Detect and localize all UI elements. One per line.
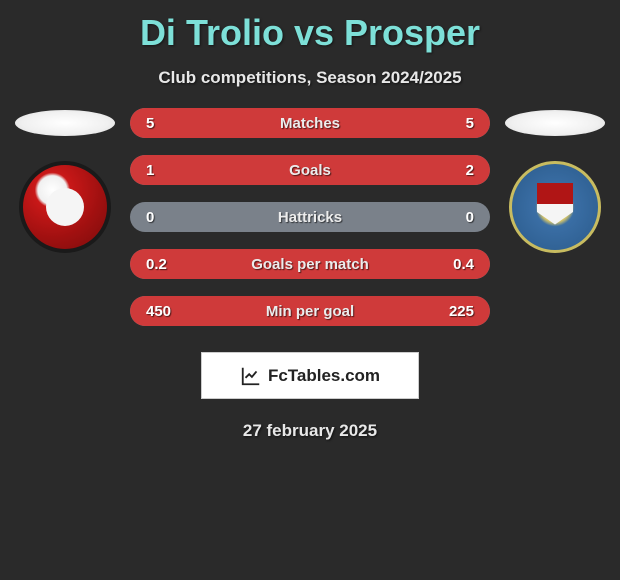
player-right-column: [500, 110, 610, 253]
stat-value-right: 5: [466, 115, 474, 132]
fctables-logo[interactable]: FcTables.com: [201, 352, 419, 399]
stat-value-right: 2: [466, 162, 474, 179]
chart-icon: [240, 365, 262, 387]
stat-value-right: 225: [449, 303, 474, 320]
stat-value-left: 1: [146, 162, 154, 179]
stat-label: Goals: [289, 162, 331, 179]
stat-label: Hattricks: [278, 209, 342, 226]
comparison-container: 5 Matches 5 1 Goals 2 0 Hattricks 0 0.2 Goals per …: [0, 110, 620, 326]
stat-label: Min per goal: [266, 303, 354, 320]
club-badge-left: [19, 161, 111, 253]
player-right-photo-placeholder: [505, 110, 605, 136]
stat-bar: 1 Goals 2: [130, 155, 490, 185]
stat-value-left: 0: [146, 209, 154, 226]
logo-text: FcTables.com: [268, 366, 380, 386]
page-title: Di Trolio vs Prosper: [0, 0, 620, 54]
stat-value-right: 0: [466, 209, 474, 226]
stat-label: Matches: [280, 115, 340, 132]
subtitle: Club competitions, Season 2024/2025: [0, 68, 620, 88]
player-left-photo-placeholder: [15, 110, 115, 136]
player-left-column: [10, 110, 120, 253]
stat-value-left: 0.2: [146, 256, 167, 273]
stats-column: 5 Matches 5 1 Goals 2 0 Hattricks 0 0.2 Goals per …: [130, 108, 490, 326]
stat-fill-right: [249, 155, 490, 185]
stat-bar: 0 Hattricks 0: [130, 202, 490, 232]
stat-label: Goals per match: [251, 256, 369, 273]
stat-value-left: 5: [146, 115, 154, 132]
stat-bar: 450 Min per goal 225: [130, 296, 490, 326]
comparison-date: 27 february 2025: [0, 421, 620, 441]
stat-value-left: 450: [146, 303, 171, 320]
stat-bar: 5 Matches 5: [130, 108, 490, 138]
stat-bar: 0.2 Goals per match 0.4: [130, 249, 490, 279]
stat-value-right: 0.4: [453, 256, 474, 273]
club-badge-right: [509, 161, 601, 253]
